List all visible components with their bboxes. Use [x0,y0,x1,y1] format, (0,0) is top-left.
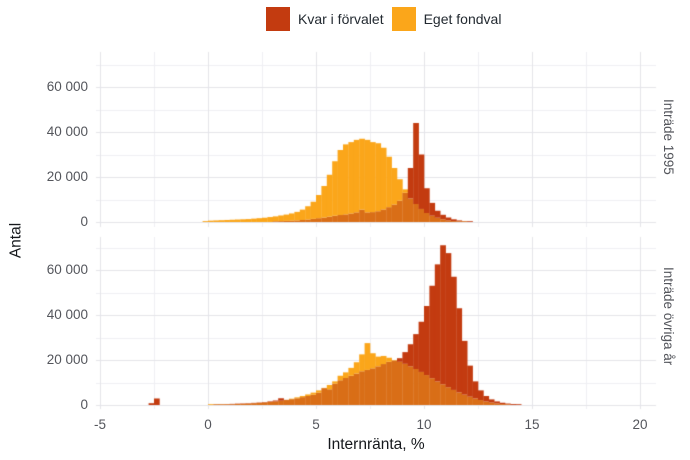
y-tick-label: 40 000 [46,124,88,139]
x-axis-title: Internränta, % [327,436,425,453]
x-tick-label: 20 [632,417,648,432]
legend-item-kvar-i-forvalet: Kvar i förvalet [266,7,384,31]
facet-label-intrade-1995: Inträde 1995 [661,99,676,175]
y-tick-label: 20 000 [46,169,88,184]
legend-label-kvar: Kvar i förvalet [298,11,384,27]
y-axis-title: Antal [7,222,25,259]
x-tick-label: 10 [416,417,432,432]
legend-item-eget-fondval: Eget fondval [391,7,502,31]
y-tick-label: 0 [80,397,88,412]
legend-swatch-eget-icon [391,7,416,31]
legend-swatch-kvar-icon [266,7,290,31]
y-tick-label: 60 000 [46,262,88,277]
x-tick-label: 0 [204,417,212,432]
x-tick-label: 5 [312,417,320,432]
y-tick-label: 20 000 [46,352,88,367]
x-tick-label: -5 [93,417,107,432]
y-tick-label: 40 000 [46,307,88,322]
y-tick-label: 0 [80,214,88,229]
x-tick-label: 15 [524,417,540,432]
legend-label-eget: Eget fondval [423,11,502,27]
chart-legend: Kvar i förvalet Eget fondval [266,7,501,31]
facet-label-intrade-ovriga-ar: Inträde övriga år [661,267,676,366]
y-tick-label: 60 000 [46,79,88,94]
